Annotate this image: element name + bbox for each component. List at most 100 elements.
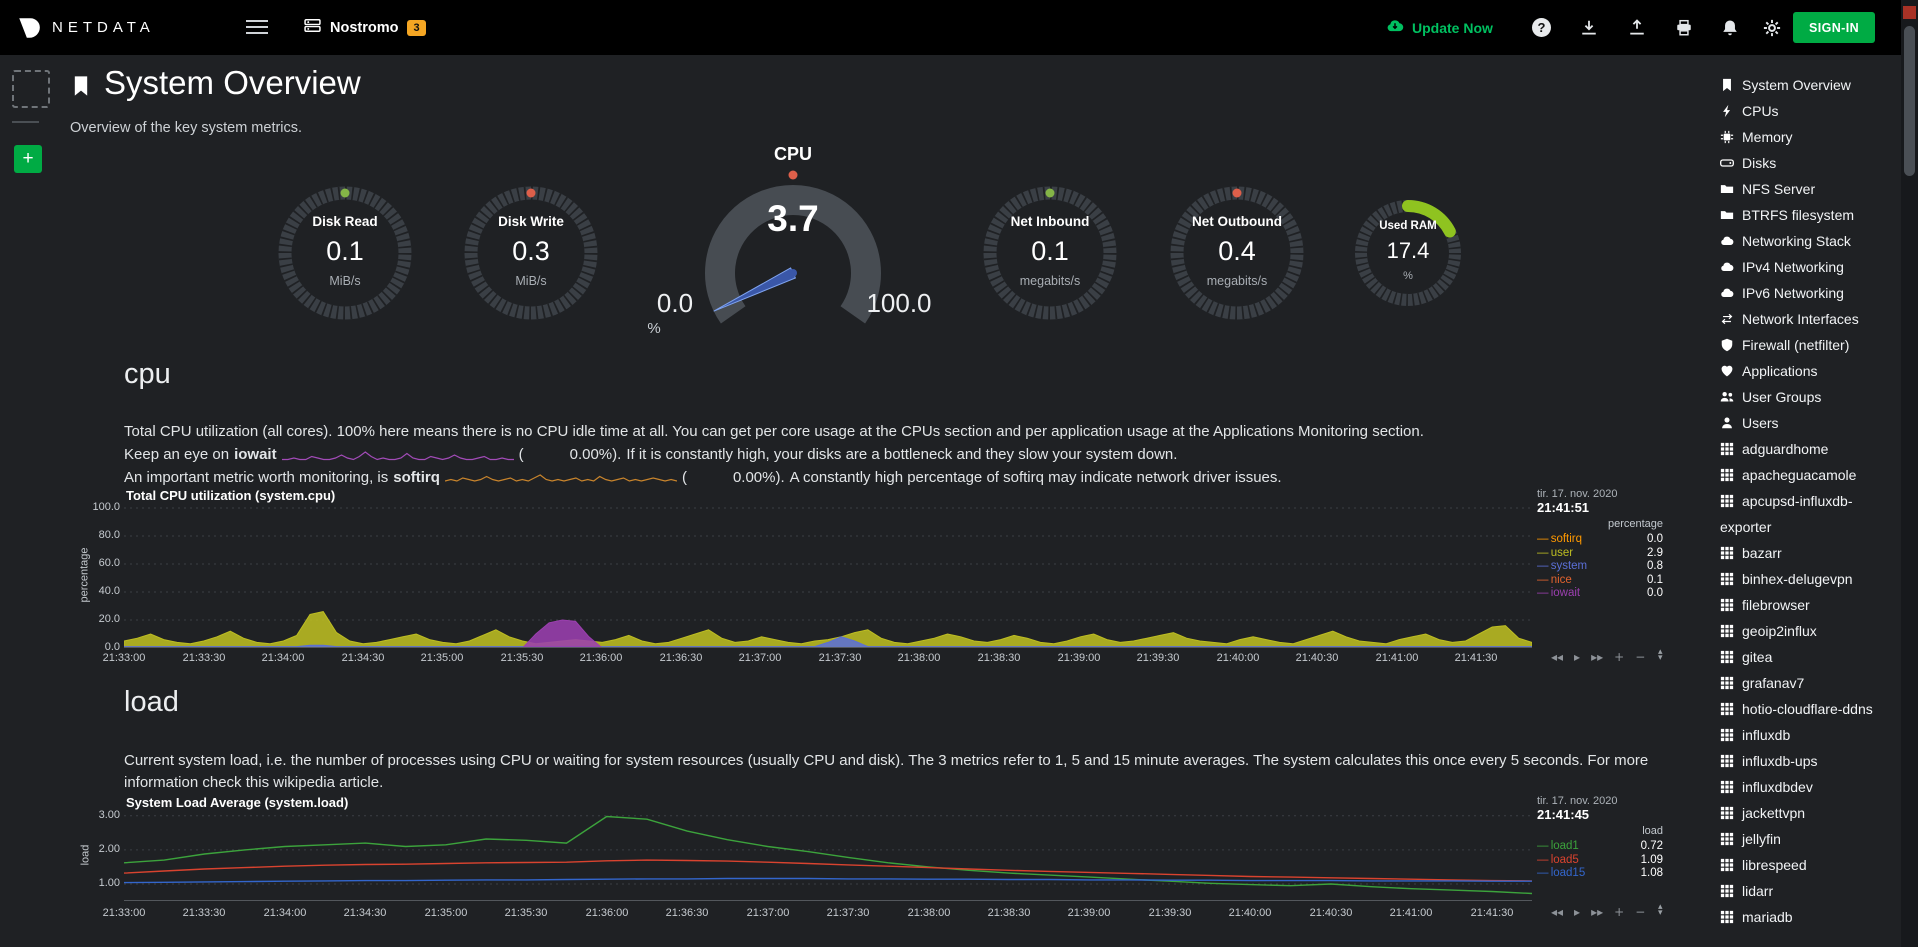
desc-text: Keep an eye on: [124, 446, 230, 463]
exchange-icon: [1720, 311, 1742, 327]
sidebar-item-apacheguacamole[interactable]: apacheguacamole: [1720, 462, 1898, 488]
sidebar-item-jackettvpn[interactable]: jackettvpn: [1720, 800, 1898, 826]
node-selector[interactable]: Nostromo 3: [304, 13, 426, 43]
chart-play-button[interactable]: ▸: [1574, 905, 1581, 919]
add-button[interactable]: +: [14, 145, 42, 173]
sidebar-item-label: influxdbdev: [1742, 779, 1813, 795]
chart-plot-area[interactable]: [123, 809, 1533, 901]
sidebar-item-filebrowser[interactable]: filebrowser: [1720, 592, 1898, 618]
brand-text[interactable]: NETDATA: [52, 19, 155, 36]
bell-icon[interactable]: [1721, 19, 1739, 37]
gauge-ring: [464, 186, 598, 320]
chart-play-button[interactable]: ▸: [1574, 650, 1581, 664]
update-now-button[interactable]: Update Now: [1385, 17, 1493, 38]
sidebar-item-grafanav7[interactable]: grafanav7: [1720, 670, 1898, 696]
gauge-net-outbound[interactable]: Net Outbound 0.4 megabits/s: [1162, 178, 1312, 328]
iowait-sparkline-chart[interactable]: [281, 447, 514, 463]
sidebar-item-mariadb[interactable]: mariadb: [1720, 904, 1898, 930]
gauge-unit: MiB/s: [515, 274, 547, 288]
chart-zoom-in-button[interactable]: +: [1614, 905, 1625, 919]
sidebar-item-networking-stack[interactable]: Networking Stack: [1720, 228, 1898, 254]
chart-zoom-out-button[interactable]: −: [1635, 905, 1646, 919]
scrollbar-thumb[interactable]: [1904, 26, 1915, 176]
sidebar-item-user-groups[interactable]: User Groups: [1720, 384, 1898, 410]
legend-series-user[interactable]: — user 2.9: [1537, 546, 1663, 559]
legend-series-load15[interactable]: — load15 1.08: [1537, 867, 1663, 879]
sidebar-item-bazarr[interactable]: bazarr: [1720, 540, 1898, 566]
chart-plot-area[interactable]: [123, 501, 1533, 649]
sidebar-item-label: Firewall (netfilter): [1742, 337, 1850, 353]
sidebar-item-ipv4-networking[interactable]: IPv4 Networking: [1720, 254, 1898, 280]
sidebar-item-binhex-delugevpn[interactable]: binhex-delugevpn: [1720, 566, 1898, 592]
chart-backward-button[interactable]: ◂◂: [1551, 650, 1564, 664]
chart-forward-button[interactable]: ▸▸: [1591, 905, 1604, 919]
download-icon[interactable]: [1580, 19, 1598, 37]
x-tick-label: 21:39:30: [1148, 907, 1192, 919]
legend-unit: load: [1642, 825, 1663, 837]
print-icon[interactable]: [1675, 19, 1693, 37]
legend-series-system[interactable]: — system 0.8: [1537, 560, 1663, 572]
gauge-disk-write[interactable]: Disk Write 0.3 MiB/s: [456, 178, 606, 328]
chart-zoom-out-button[interactable]: −: [1635, 650, 1646, 664]
cpu-gauge[interactable]: CPU 3.7 0.0 100.0 %: [640, 140, 940, 340]
sidebar-item-network-interfaces[interactable]: Network Interfaces: [1720, 306, 1898, 332]
legend-series-load5[interactable]: — load5 1.09: [1537, 853, 1663, 866]
gauge-disk-read[interactable]: Disk Read 0.1 MiB/s: [270, 178, 420, 328]
sidebar-item-users[interactable]: Users: [1720, 410, 1898, 436]
legend-rows: — softirq 0.0— user 2.9— system 0.8— nice 0.…: [1537, 533, 1663, 601]
scrollbar[interactable]: [1901, 0, 1918, 947]
sidebar-item-influxdb[interactable]: influxdb: [1720, 722, 1898, 748]
chart-forward-button[interactable]: ▸▸: [1591, 650, 1604, 664]
sidebar-item-system-overview[interactable]: System Overview: [1720, 72, 1898, 98]
sidebar-item-apcupsd-influxdb-exporter[interactable]: apcupsd-influxdb-exporter: [1720, 488, 1898, 540]
sidebar-item-hotio-cloudflare-ddns[interactable]: hotio-cloudflare-ddns: [1720, 696, 1898, 722]
hamburger-menu-icon[interactable]: [246, 20, 268, 36]
sidebar-item-applications[interactable]: Applications: [1720, 358, 1898, 384]
gauge-used-ram[interactable]: Used RAM 17.4 %: [1345, 190, 1471, 316]
highlight-area-tool[interactable]: [12, 70, 50, 108]
sidebar-item-btrfs-filesystem[interactable]: BTRFS filesystem: [1720, 202, 1898, 228]
sidebar-item-influxdbdev[interactable]: influxdbdev: [1720, 774, 1898, 800]
chart-resize-handle[interactable]: ▴ ▾: [1658, 648, 1663, 663]
sign-in-button[interactable]: SIGN-IN: [1793, 12, 1875, 43]
legend-series-iowait[interactable]: — iowait 0.0: [1537, 587, 1663, 599]
legend-series-load1[interactable]: — load1 0.72: [1537, 840, 1663, 852]
sidebar-item-cpus[interactable]: CPUs: [1720, 98, 1898, 124]
x-tick-label: 21:40:00: [1228, 907, 1272, 919]
gear-icon[interactable]: [1763, 19, 1781, 37]
gauge-ring: [1170, 186, 1304, 320]
sidebar-item-jellyfin[interactable]: jellyfin: [1720, 826, 1898, 852]
legend-series-nice[interactable]: — nice 0.1: [1537, 573, 1663, 586]
sidebar-item-adguardhome[interactable]: adguardhome: [1720, 436, 1898, 462]
sidebar-item-nfs-server[interactable]: NFS Server: [1720, 176, 1898, 202]
users-icon: [1720, 389, 1742, 405]
chart-resize-handle[interactable]: ▴ ▾: [1658, 903, 1663, 918]
sidebar-item-lidarr[interactable]: lidarr: [1720, 878, 1898, 904]
gauge-net-inbound[interactable]: Net Inbound 0.1 megabits/s: [975, 178, 1125, 328]
x-tick-label: 21:36:00: [585, 907, 629, 919]
upload-icon[interactable]: [1628, 19, 1646, 37]
desc-text: (: [518, 446, 524, 463]
sidebar-item-memory[interactable]: Memory: [1720, 124, 1898, 150]
cloud-icon: [1720, 285, 1742, 301]
y-tick-label: 80.0: [98, 529, 120, 541]
divider: [12, 121, 39, 123]
x-tick-label: 21:34:30: [343, 907, 387, 919]
chart-y-axis-label: percentage: [79, 546, 92, 603]
sidebar-item-firewall-netfilter-[interactable]: Firewall (netfilter): [1720, 332, 1898, 358]
sidebar-item-influxdb-ups[interactable]: influxdb-ups: [1720, 748, 1898, 774]
sidebar-item-disks[interactable]: Disks: [1720, 150, 1898, 176]
sidebar-item-gitea[interactable]: gitea: [1720, 644, 1898, 670]
sidebar-item-label: Networking Stack: [1742, 233, 1851, 249]
chart-zoom-in-button[interactable]: +: [1614, 650, 1625, 664]
help-icon[interactable]: ?: [1532, 18, 1551, 37]
sidebar-item-label: jellyfin: [1742, 831, 1781, 847]
sidebar-item-ipv6-networking[interactable]: IPv6 Networking: [1720, 280, 1898, 306]
legend-series-softirq[interactable]: — softirq 0.0: [1537, 533, 1663, 545]
sidebar-item-geoip2influx[interactable]: geoip2influx: [1720, 618, 1898, 644]
sidebar-item-librespeed[interactable]: librespeed: [1720, 852, 1898, 878]
chip-icon: [1720, 129, 1742, 145]
softirq-sparkline-chart[interactable]: [444, 470, 678, 486]
bolt-icon: [1720, 103, 1742, 119]
chart-backward-button[interactable]: ◂◂: [1551, 905, 1564, 919]
